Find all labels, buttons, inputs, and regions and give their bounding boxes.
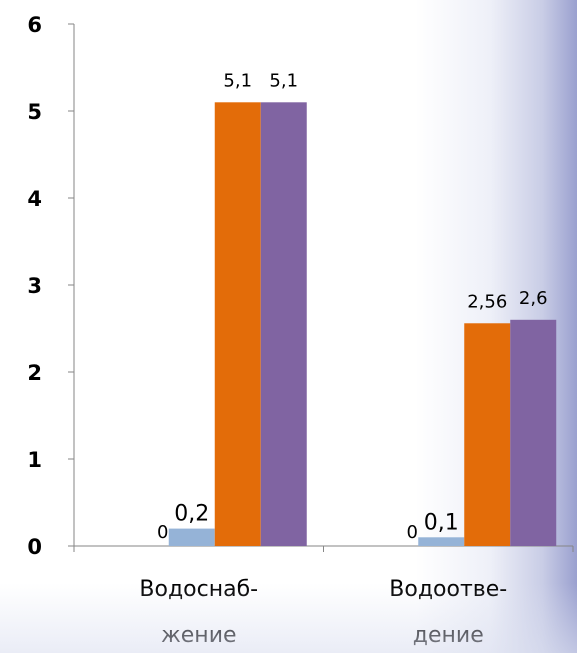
bar [418, 537, 465, 546]
data-label: 0 [407, 522, 418, 543]
y-axis: 0 1 2 3 4 5 6 [27, 13, 75, 559]
data-label: 0,1 [424, 510, 459, 535]
category-label: дение [413, 623, 484, 648]
data-label: 2,56 [467, 291, 507, 312]
y-tick-label: 0 [27, 535, 42, 559]
data-label: 0,2 [174, 502, 209, 527]
y-tick-label: 5 [27, 100, 42, 124]
category-label: жение [161, 623, 237, 648]
y-tick-label: 6 [27, 13, 42, 37]
data-label: 5,1 [223, 70, 252, 91]
y-tick-label: 3 [27, 274, 42, 298]
data-label: 5,1 [269, 70, 298, 91]
y-tick-label: 1 [27, 448, 42, 472]
category-label: Водоотве- [389, 577, 507, 602]
category-label: Водоснаб- [139, 577, 258, 602]
bar [464, 323, 511, 546]
y-tick-label: 4 [27, 187, 42, 211]
bar [168, 528, 215, 546]
data-label: 0 [157, 522, 168, 543]
bar [510, 319, 557, 546]
category-labels: Водоснаб-жение Водоотве-дение [139, 577, 507, 648]
bars [168, 102, 557, 547]
data-label: 2,6 [519, 288, 548, 309]
bar [260, 102, 307, 547]
x-axis [73, 545, 574, 552]
bar [214, 102, 261, 547]
data-labels: 0 0,2 5,1 5,1 0 0,1 2,56 2,6 [157, 70, 548, 543]
y-tick-label: 2 [27, 361, 42, 385]
